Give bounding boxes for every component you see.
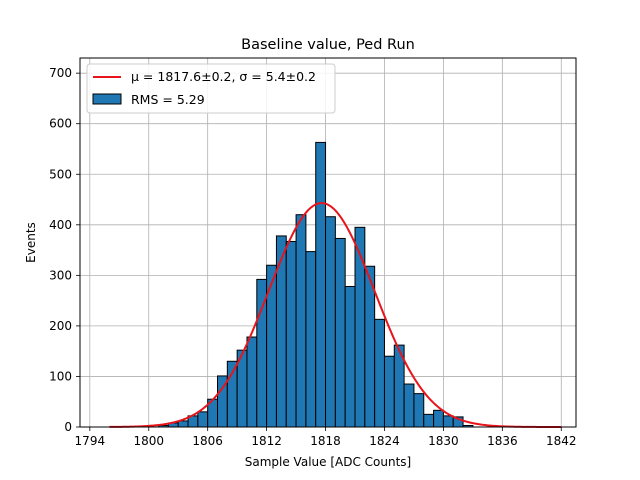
y-tick-label: 100 xyxy=(49,369,72,383)
y-tick-label: 700 xyxy=(49,66,72,80)
x-tick-label: 1800 xyxy=(133,434,164,448)
x-tick-label: 1824 xyxy=(369,434,400,448)
chart-title: Baseline value, Ped Run xyxy=(241,37,415,53)
histogram-bar xyxy=(266,264,277,428)
x-axis-label: Sample Value [ADC Counts] xyxy=(245,455,411,469)
legend-box xyxy=(86,63,336,114)
y-tick-label: 500 xyxy=(49,167,72,181)
legend-fit-label: μ = 1817.6±0.2, σ = 5.4±0.2 xyxy=(131,69,316,84)
histogram-bar xyxy=(442,415,454,428)
legend: μ = 1817.6±0.2, σ = 5.4±0.2 RMS = 5.29 xyxy=(86,63,336,114)
x-tick-label: 1812 xyxy=(251,434,282,448)
x-tick-label: 1842 xyxy=(546,434,577,448)
gaussian-fit xyxy=(109,202,562,428)
histogram-bar xyxy=(354,226,366,428)
histogram-bar xyxy=(325,216,336,428)
histogram-bar xyxy=(334,237,346,428)
histogram-bar xyxy=(275,235,287,428)
histogram-bar xyxy=(403,383,415,428)
histogram-bar xyxy=(413,393,425,428)
histogram-bar xyxy=(423,413,435,428)
histogram-bar xyxy=(315,141,327,428)
histogram-bar xyxy=(197,411,209,428)
x-tick-label: 1806 xyxy=(192,434,223,448)
plot-frame xyxy=(79,57,577,428)
x-tick-label: 1836 xyxy=(487,434,518,448)
x-tick-label: 1818 xyxy=(310,434,341,448)
histogram-bar xyxy=(177,420,189,428)
histogram-bar xyxy=(285,240,297,428)
histogram-bar xyxy=(433,409,444,428)
histogram-bars xyxy=(158,141,474,428)
histogram-bar xyxy=(246,336,258,428)
histogram-bar xyxy=(364,265,376,428)
legend-hist-swatch xyxy=(92,93,122,105)
histogram-bar xyxy=(383,355,395,428)
y-tick-label: 400 xyxy=(49,218,72,232)
histogram-bar xyxy=(344,285,356,428)
y-tick-label: 300 xyxy=(49,268,72,282)
histogram-bar xyxy=(305,251,317,428)
y-tick-label: 200 xyxy=(49,319,72,333)
histogram-bar xyxy=(295,214,307,428)
axis-ticks: 1794 1800 1806 1812 1818 1824 1830 1836 1842 0 100… xyxy=(49,66,576,448)
y-tick-label: 600 xyxy=(49,117,72,131)
legend-hist-label: RMS = 5.29 xyxy=(131,92,205,107)
x-tick-label: 1794 xyxy=(75,434,106,448)
y-axis-label: Events xyxy=(24,222,38,263)
y-tick-label: 0 xyxy=(64,420,72,434)
fit-curve xyxy=(109,202,562,428)
histogram-bar xyxy=(374,318,385,428)
x-tick-label: 1830 xyxy=(428,434,459,448)
